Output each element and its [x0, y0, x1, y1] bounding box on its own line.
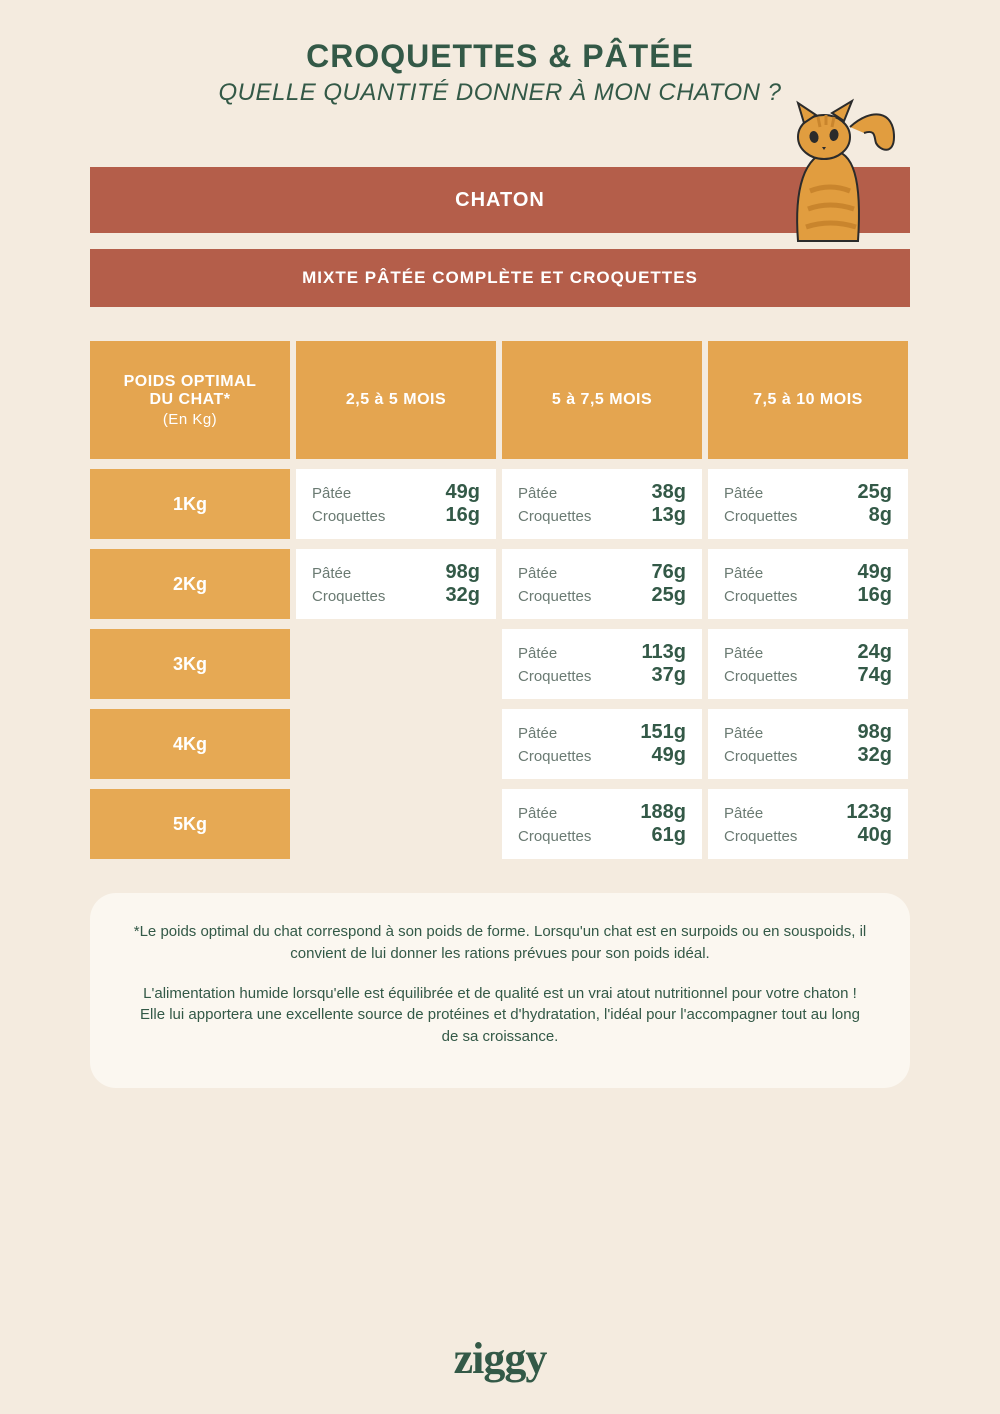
row-weight-2: 3Kg	[90, 629, 290, 699]
label-croquettes: Croquettes	[312, 588, 385, 605]
col-header-age-0: 2,5 à 5 MOIS	[296, 341, 496, 459]
label-croquettes: Croquettes	[724, 748, 797, 765]
value-patee: 49g	[858, 561, 892, 584]
mix-banner: MIXTE PÂTÉE COMPLÈTE ET CROQUETTES	[90, 249, 910, 307]
value-patee: 76g	[652, 561, 686, 584]
data-cell-0-1: Pâtée 38g Croquettes 13g	[502, 469, 702, 539]
footnote-box: *Le poids optimal du chat correspond à s…	[90, 893, 910, 1088]
label-patee: Pâtée	[724, 645, 763, 662]
value-croquettes: 74g	[858, 664, 892, 687]
data-cell-1-0: Pâtée 98g Croquettes 32g	[296, 549, 496, 619]
value-croquettes: 16g	[446, 504, 480, 527]
col-header-weight-l3: (En Kg)	[163, 411, 217, 428]
value-croquettes: 32g	[446, 584, 480, 607]
footnote-2: L'alimentation humide lorsqu'elle est éq…	[130, 983, 870, 1048]
label-patee: Pâtée	[518, 725, 557, 742]
value-croquettes: 16g	[858, 584, 892, 607]
data-cell-4-1: Pâtée 188g Croquettes 61g	[502, 789, 702, 859]
label-patee: Pâtée	[724, 805, 763, 822]
value-patee: 98g	[858, 721, 892, 744]
infographic-page: CROQUETTES & PÂTÉE QUELLE QUANTITÉ DONNE…	[0, 0, 1000, 1414]
data-cell-2-1: Pâtée 113g Croquettes 37g	[502, 629, 702, 699]
label-patee: Pâtée	[724, 485, 763, 502]
data-cell-3-1: Pâtée 151g Croquettes 49g	[502, 709, 702, 779]
page-title: CROQUETTES & PÂTÉE	[0, 38, 1000, 75]
data-cell-0-2: Pâtée 25g Croquettes 8g	[708, 469, 908, 539]
data-cell-0-0: Pâtée 49g Croquettes 16g	[296, 469, 496, 539]
row-weight-4: 5Kg	[90, 789, 290, 859]
value-croquettes: 13g	[652, 504, 686, 527]
label-croquettes: Croquettes	[312, 508, 385, 525]
row-weight-3: 4Kg	[90, 709, 290, 779]
label-croquettes: Croquettes	[518, 508, 591, 525]
label-croquettes: Croquettes	[518, 748, 591, 765]
col-header-weight: POIDS OPTIMALDU CHAT* (En Kg)	[90, 341, 290, 459]
col-header-age-2: 7,5 à 10 MOIS	[708, 341, 908, 459]
value-croquettes: 61g	[652, 824, 686, 847]
page-subtitle: QUELLE QUANTITÉ DONNER À MON CHATON ?	[0, 79, 1000, 107]
data-cell-4-2: Pâtée 123g Croquettes 40g	[708, 789, 908, 859]
data-cell-1-2: Pâtée 49g Croquettes 16g	[708, 549, 908, 619]
feeding-table: POIDS OPTIMALDU CHAT* (En Kg) 2,5 à 5 MOIS…	[90, 341, 910, 859]
empty-cell	[296, 629, 496, 699]
col-header-weight-l1: POIDS OPTIMAL	[124, 373, 257, 391]
label-patee: Pâtée	[518, 565, 557, 582]
label-croquettes: Croquettes	[518, 588, 591, 605]
value-patee: 24g	[858, 641, 892, 664]
label-patee: Pâtée	[312, 485, 351, 502]
empty-cell	[296, 709, 496, 779]
value-croquettes: 40g	[858, 824, 892, 847]
label-patee: Pâtée	[518, 485, 557, 502]
row-weight-1: 2Kg	[90, 549, 290, 619]
col-header-age-1: 5 à 7,5 MOIS	[502, 341, 702, 459]
value-croquettes: 8g	[869, 504, 892, 527]
value-patee: 188g	[640, 801, 686, 824]
category-banner: CHATON	[90, 167, 910, 233]
value-croquettes: 49g	[652, 744, 686, 767]
brand-logo: ziggy	[0, 1333, 1000, 1384]
value-croquettes: 25g	[652, 584, 686, 607]
label-patee: Pâtée	[724, 725, 763, 742]
label-patee: Pâtée	[312, 565, 351, 582]
value-patee: 38g	[652, 481, 686, 504]
row-weight-0: 1Kg	[90, 469, 290, 539]
value-patee: 25g	[858, 481, 892, 504]
label-croquettes: Croquettes	[518, 668, 591, 685]
empty-cell	[296, 789, 496, 859]
value-patee: 49g	[446, 481, 480, 504]
label-patee: Pâtée	[518, 645, 557, 662]
value-patee: 151g	[640, 721, 686, 744]
value-croquettes: 37g	[652, 664, 686, 687]
label-patee: Pâtée	[724, 565, 763, 582]
value-patee: 98g	[446, 561, 480, 584]
col-header-weight-l2: DU CHAT*	[149, 391, 230, 409]
label-croquettes: Croquettes	[724, 668, 797, 685]
data-cell-1-1: Pâtée 76g Croquettes 25g	[502, 549, 702, 619]
label-croquettes: Croquettes	[724, 508, 797, 525]
data-cell-2-2: Pâtée 24g Croquettes 74g	[708, 629, 908, 699]
title-block: CROQUETTES & PÂTÉE QUELLE QUANTITÉ DONNE…	[0, 38, 1000, 107]
value-patee: 113g	[642, 641, 686, 664]
label-croquettes: Croquettes	[518, 828, 591, 845]
banner-area: CHATON MIXTE PÂTÉE COMPLÈTE ET CROQUETTE…	[0, 167, 1000, 307]
value-patee: 123g	[846, 801, 892, 824]
label-croquettes: Croquettes	[724, 828, 797, 845]
label-croquettes: Croquettes	[724, 588, 797, 605]
footnote-1: *Le poids optimal du chat correspond à s…	[130, 921, 870, 965]
label-patee: Pâtée	[518, 805, 557, 822]
value-croquettes: 32g	[858, 744, 892, 767]
data-cell-3-2: Pâtée 98g Croquettes 32g	[708, 709, 908, 779]
